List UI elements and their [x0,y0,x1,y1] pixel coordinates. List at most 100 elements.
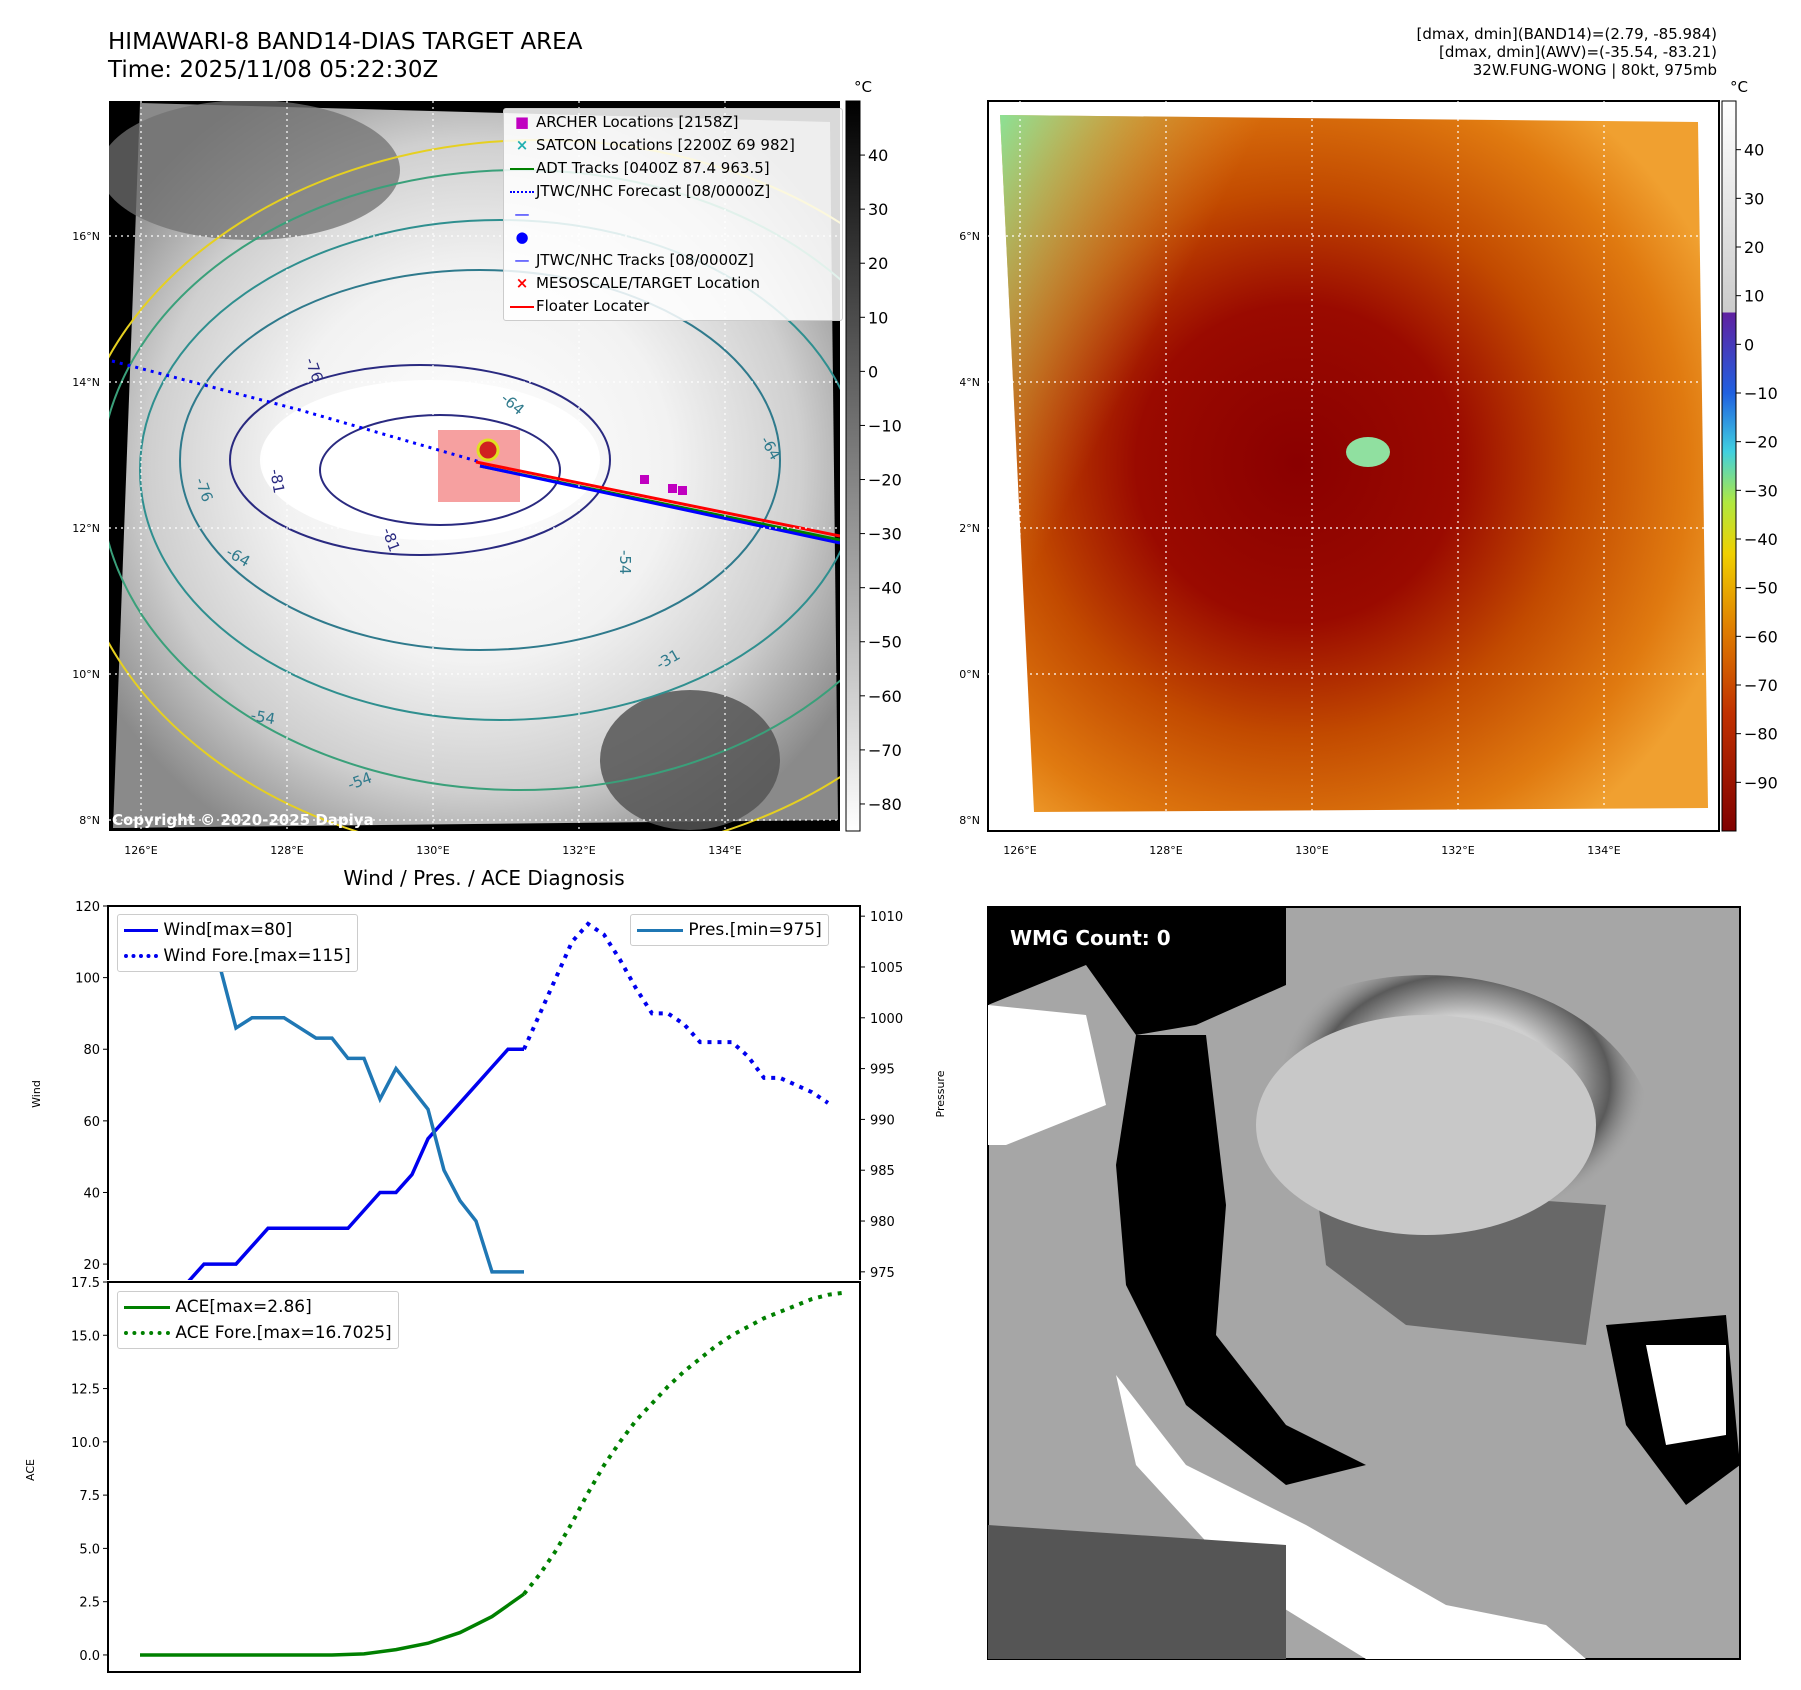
wmg-black-band [1116,1035,1366,1485]
colorbar-tick-label: −70 [1744,676,1778,695]
wmg-dark-sw [988,1525,1286,1659]
map-legend: ■ ARCHER Locations [2158Z] × SATCON Locati… [503,108,843,321]
lon-label: 128°E [270,844,303,857]
awv-eye [1346,437,1390,467]
line-marker-icon [508,305,536,308]
wind-pressure-chart: Wind Pressure 20 40 60 80 100 120 975 980 985 99… [30,900,947,1280]
square-marker-icon: ■ [514,113,530,131]
pressure-axis-label: Pressure [934,1070,947,1117]
colorbar-tick-label: −50 [1744,579,1778,598]
colorbar-tick-label: −80 [1744,725,1778,744]
lon-label: 132°E [1441,844,1474,857]
legend-pressure: Pres.[min=975] [637,917,822,943]
pressure-tick-label: 995 [870,1063,895,1078]
colorbar-tick-label: −50 [868,633,902,652]
lon-label: 130°E [416,844,449,857]
floater-track [475,460,840,538]
awv-colorbar: °C 40 30 20 10 0 −10 −20 −30 −40 −50 −60 −70 −80 −90 [1721,78,1778,832]
contour-64-b [139,219,840,721]
pressure-tick-label: 1000 [870,1012,903,1027]
lat-label: 12°N [72,522,100,535]
contour-label: -54 [616,550,634,575]
series-ace-fore- [522,1290,845,1596]
wind-tick-label: 100 [75,972,100,987]
dark-cloud-se [600,690,780,830]
lat-label: 10°N [960,668,980,681]
wmg-panel: WMG Count: 0 [987,906,1741,1660]
eye-marker [476,438,500,462]
wind-tick-label: 120 [75,900,100,915]
contour-81 [319,414,561,526]
ace-tick-label: 17.5 [71,1276,100,1291]
awv-colorbar-gradient [1721,100,1737,832]
wind-axis-label: Wind [30,1080,43,1108]
colorbar-tick-label: −80 [868,795,902,814]
dotted-line-icon [124,1331,170,1335]
gray-colorbar: °C 40 30 20 10 0 −10 −20 −30 −40 −50 −60 −70 −80 [845,78,902,832]
legend-ace-forecast: ACE Fore.[max=16.7025] [124,1320,392,1346]
colorbar-tick-label: 40 [868,146,888,165]
jtwc-track [479,464,840,545]
lat-label: 8°N [960,814,980,827]
colorbar-tick-label: −30 [868,525,902,544]
wind-tick-label: 20 [83,1258,100,1273]
line-marker-icon [508,167,536,170]
legend-adt: ADT Tracks [0400Z 87.4 963.5] [508,157,838,180]
wind-legend: Wind[max=80] Wind Fore.[max=115] [117,914,358,972]
lon-label: 134°E [1587,844,1620,857]
line-dot-icon: —●— [514,205,530,269]
ace-tick-label: 15.0 [71,1329,100,1344]
wind-tick-label: 40 [83,1186,100,1201]
wmg-white-nw [988,1005,1106,1145]
ace-tick-label: 12.5 [71,1383,100,1398]
pressure-tick-label: 1005 [870,961,903,976]
lon-label: 134°E [708,844,741,857]
gray-colorbar-gradient [845,100,861,832]
series-ace [140,1592,526,1657]
colorbar-tick-label: −60 [1744,627,1778,646]
colorbar-tick-label: 0 [1744,335,1754,354]
wmg-label-bg [1004,923,1179,953]
wmg-bright-core [1256,1015,1596,1235]
lon-label: 132°E [562,844,595,857]
ace-axis-label: ACE [24,1459,37,1481]
lat-label: 14°N [960,376,980,389]
colorbar-tick-label: 30 [868,200,888,219]
info-line-3: 32W.FUNG-WONG | 80kt, 975mb [1472,61,1717,79]
archer-point-1 [640,475,649,484]
ace-tick-label: 7.5 [79,1489,100,1504]
legend-ace: ACE[max=2.86] [124,1294,392,1320]
colorbar-tick-label: −60 [868,687,902,706]
colorbar-tick-label: −10 [868,416,902,435]
lon-label: 126°E [124,844,157,857]
wind-tick-label: 60 [83,1115,100,1130]
colorbar-tick-label: −20 [1744,433,1778,452]
archer-point-2 [668,484,677,493]
colorbar-tick-label: −70 [868,741,902,760]
wind-chart-frame [107,905,861,1280]
colorbar-tick-label: 10 [868,308,888,327]
legend-wind: Wind[max=80] [124,917,351,943]
legend-jtwc-forecast: JTWC/NHC Forecast [08/0000Z] [508,180,838,203]
ace-chart: ACE 0.0 2.5 5.0 7.5 10.0 12.5 15.0 17.5 [24,1276,861,1673]
legend-archer: ■ ARCHER Locations [2158Z] [508,111,838,134]
pressure-legend: Pres.[min=975] [630,914,829,946]
pressure-tick-label: 980 [870,1215,895,1230]
ace-tick-label: 0.0 [79,1649,100,1664]
contour-64-a [179,269,781,651]
wmg-count-label: WMG Count: 0 [1010,926,1171,950]
ace-tick-label: 2.5 [79,1596,100,1611]
lat-label: 14°N [72,376,100,389]
ace-legend: ACE[max=2.86] ACE Fore.[max=16.7025] [117,1291,399,1349]
target-area-box [438,430,520,502]
diagnosis-title: Wind / Pres. / ACE Diagnosis [343,866,625,890]
ace-tick-label: 10.0 [71,1436,100,1451]
wmg-white-sw [1116,1375,1586,1659]
contour-76 [229,364,611,556]
gray-colorbar-unit: °C [854,78,872,96]
series-wind-fore- [522,921,830,1105]
solid-line-icon [124,1305,170,1309]
info-block: [dmax, dmin](BAND14)=(2.79, -85.984) [dm… [1417,25,1717,79]
info-line-1: [dmax, dmin](BAND14)=(2.79, -85.984) [1416,25,1717,43]
solid-line-icon [637,928,683,932]
